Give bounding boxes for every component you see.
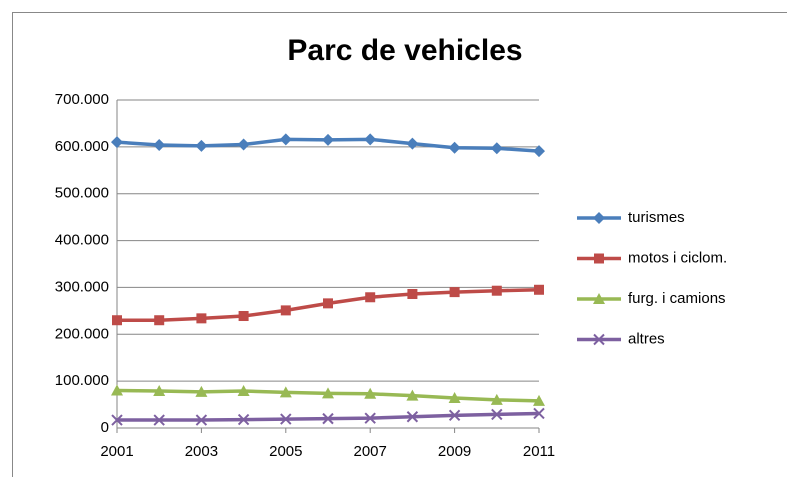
marker xyxy=(364,412,376,424)
marker xyxy=(322,412,334,425)
marker xyxy=(533,407,545,420)
legend-label: turismes xyxy=(628,209,685,226)
marker xyxy=(153,384,166,396)
marker xyxy=(449,287,460,298)
marker xyxy=(237,384,250,396)
y-tick-label: 500.000 xyxy=(55,185,109,202)
marker xyxy=(534,284,544,295)
y-tick-label: 400.000 xyxy=(55,232,109,249)
marker xyxy=(406,137,419,150)
marker xyxy=(195,139,208,152)
marker xyxy=(533,394,545,406)
marker xyxy=(491,285,502,296)
marker xyxy=(111,414,123,426)
marker xyxy=(280,413,292,425)
marker xyxy=(364,387,377,399)
x-tick-label: 2009 xyxy=(438,443,471,460)
marker xyxy=(448,392,461,404)
marker xyxy=(154,315,165,326)
marker xyxy=(195,385,208,397)
marker xyxy=(323,298,333,309)
chart-title: Parc de vehicles xyxy=(287,34,522,67)
y-tick-label: 600.000 xyxy=(55,138,109,155)
y-tick-label: 200.000 xyxy=(55,325,109,342)
marker xyxy=(280,305,291,316)
marker xyxy=(491,408,503,421)
legend-label: furg. i camions xyxy=(628,290,726,307)
y-tick-label: 300.000 xyxy=(55,278,109,295)
marker xyxy=(365,292,376,303)
marker xyxy=(196,313,207,324)
marker xyxy=(153,138,166,151)
marker xyxy=(407,288,418,299)
marker xyxy=(237,413,250,426)
marker xyxy=(279,386,292,398)
marker xyxy=(112,315,122,326)
marker xyxy=(533,145,545,158)
marker xyxy=(322,387,334,399)
marker xyxy=(111,384,123,396)
marker xyxy=(593,212,605,224)
marker xyxy=(406,389,419,401)
marker xyxy=(322,133,334,146)
marker xyxy=(593,293,605,304)
y-tick-label: 0 xyxy=(101,419,109,436)
x-tick-label: 2011 xyxy=(523,443,555,460)
y-tick-label: 100.000 xyxy=(55,372,109,389)
marker xyxy=(238,311,249,322)
x-tick-label: 2007 xyxy=(354,443,387,460)
chart-border xyxy=(12,12,787,477)
marker xyxy=(448,409,461,422)
legend-label: motos i ciclom. xyxy=(628,249,727,266)
marker xyxy=(448,141,461,154)
marker xyxy=(279,133,292,146)
x-tick-label: 2003 xyxy=(185,443,218,460)
x-tick-label: 2001 xyxy=(100,443,133,460)
marker xyxy=(490,393,503,405)
marker xyxy=(111,136,123,149)
y-tick-label: 700.000 xyxy=(55,91,109,108)
marker xyxy=(195,414,208,426)
marker xyxy=(237,138,250,151)
marker xyxy=(364,133,377,146)
marker xyxy=(153,414,165,426)
marker xyxy=(594,253,604,264)
x-tick-label: 2005 xyxy=(269,443,302,460)
legend-label: altres xyxy=(628,330,665,347)
marker xyxy=(490,142,503,155)
marker xyxy=(593,333,605,346)
marker xyxy=(406,411,419,423)
